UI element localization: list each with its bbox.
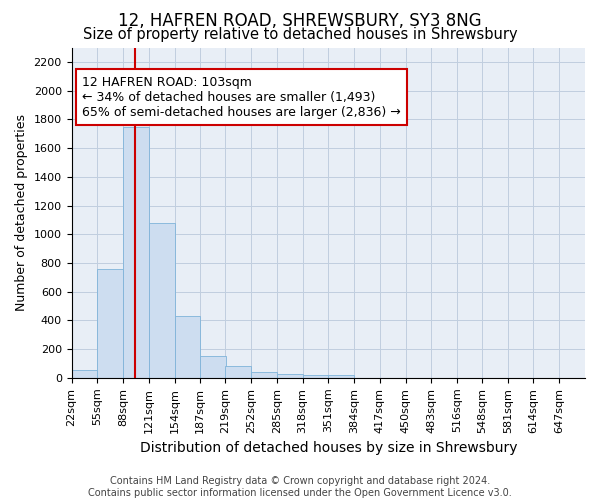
X-axis label: Distribution of detached houses by size in Shrewsbury: Distribution of detached houses by size … bbox=[140, 441, 517, 455]
Bar bbox=[175, 316, 200, 378]
Bar bbox=[71, 370, 97, 378]
Bar bbox=[123, 126, 149, 378]
Text: Contains HM Land Registry data © Crown copyright and database right 2024.
Contai: Contains HM Land Registry data © Crown c… bbox=[88, 476, 512, 498]
Bar bbox=[277, 374, 302, 378]
Bar bbox=[251, 372, 277, 378]
Bar bbox=[200, 356, 226, 378]
Bar bbox=[225, 366, 251, 378]
Bar bbox=[149, 224, 175, 378]
Text: 12 HAFREN ROAD: 103sqm
← 34% of detached houses are smaller (1,493)
65% of semi-: 12 HAFREN ROAD: 103sqm ← 34% of detached… bbox=[82, 76, 401, 118]
Bar bbox=[97, 269, 123, 378]
Bar bbox=[328, 376, 354, 378]
Text: Size of property relative to detached houses in Shrewsbury: Size of property relative to detached ho… bbox=[83, 28, 517, 42]
Text: 12, HAFREN ROAD, SHREWSBURY, SY3 8NG: 12, HAFREN ROAD, SHREWSBURY, SY3 8NG bbox=[118, 12, 482, 30]
Y-axis label: Number of detached properties: Number of detached properties bbox=[15, 114, 28, 311]
Bar bbox=[302, 375, 328, 378]
